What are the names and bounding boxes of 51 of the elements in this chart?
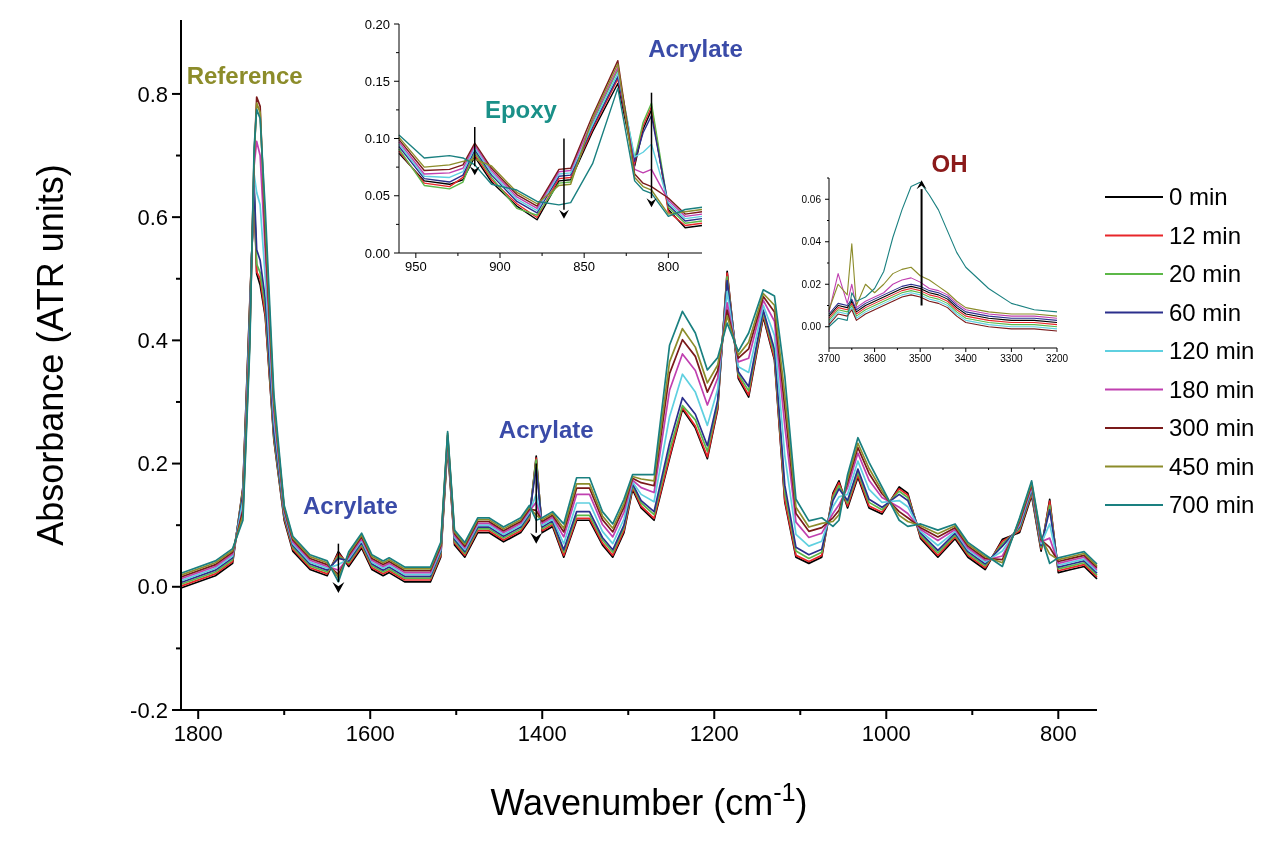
y-tick-label: 0.00 (801, 321, 822, 333)
x-tick-label: 800 (1039, 721, 1077, 746)
line-series (828, 181, 1058, 328)
y-tick-label: 0.2 (137, 451, 168, 477)
annotation: Acrylate (648, 34, 743, 62)
x-tick-label: 3200 (1045, 353, 1069, 364)
y-tick-label: 0.00 (364, 245, 390, 261)
legend-label: 60 min (1169, 298, 1242, 326)
legend-label: 700 min (1169, 491, 1255, 519)
x-tick-label: 1600 (345, 721, 395, 746)
line-series (828, 243, 1058, 317)
y-tick-label: 0.4 (137, 328, 168, 354)
x-tick-label: 1000 (861, 721, 911, 746)
annotation: Acrylate (498, 415, 594, 443)
y-tick-label: 0.06 (801, 193, 822, 205)
x-tick-label: 850 (573, 259, 596, 274)
y-axis-title: Absorbance (ATR units) (30, 164, 71, 546)
annotation: Reference (186, 62, 303, 90)
x-tick-label: 1200 (689, 721, 739, 746)
legend-label: 12 min (1169, 221, 1242, 249)
x-tick-label: 800 (657, 259, 680, 274)
annotation: OH (931, 150, 968, 178)
y-tick-label: 0.8 (137, 81, 168, 107)
y-tick-label: 0.0 (137, 574, 168, 600)
x-tick-label: 3700 (817, 353, 841, 364)
x-axis-title: Wavenumber (cm$^{-1}$) (490, 778, 808, 823)
x-tick-label: 3300 (1000, 353, 1023, 364)
legend-label: 180 min (1169, 375, 1255, 403)
legend-label: 450 min (1169, 452, 1255, 480)
y-tick-label: 0.02 (801, 278, 822, 290)
y-tick-label: 0.6 (137, 204, 168, 230)
annotation: Acrylate (303, 492, 398, 520)
x-tick-label: 900 (489, 259, 511, 274)
y-tick-label: 0.05 (364, 188, 390, 204)
legend-label: 300 min (1169, 414, 1255, 442)
legend-label: 120 min (1169, 337, 1255, 365)
y-tick-label: 0.04 (801, 236, 822, 248)
legend-label: 0 min (1169, 183, 1228, 211)
y-tick-label: 0.15 (364, 73, 390, 89)
y-tick-label: -0.2 (130, 697, 168, 723)
legend-label: 20 min (1169, 260, 1242, 288)
y-tick-label: 0.20 (364, 16, 390, 32)
x-tick-label: 1400 (517, 721, 567, 746)
x-tick-label: 3600 (863, 353, 887, 364)
annotation: Epoxy (484, 95, 558, 123)
x-tick-label: 3400 (954, 353, 978, 364)
y-tick-label: 0.10 (364, 131, 390, 147)
x-tick-label: 1800 (173, 721, 223, 746)
x-tick-label: 950 (404, 259, 427, 274)
line-series (828, 273, 1058, 319)
x-tick-label: 3500 (909, 353, 932, 364)
